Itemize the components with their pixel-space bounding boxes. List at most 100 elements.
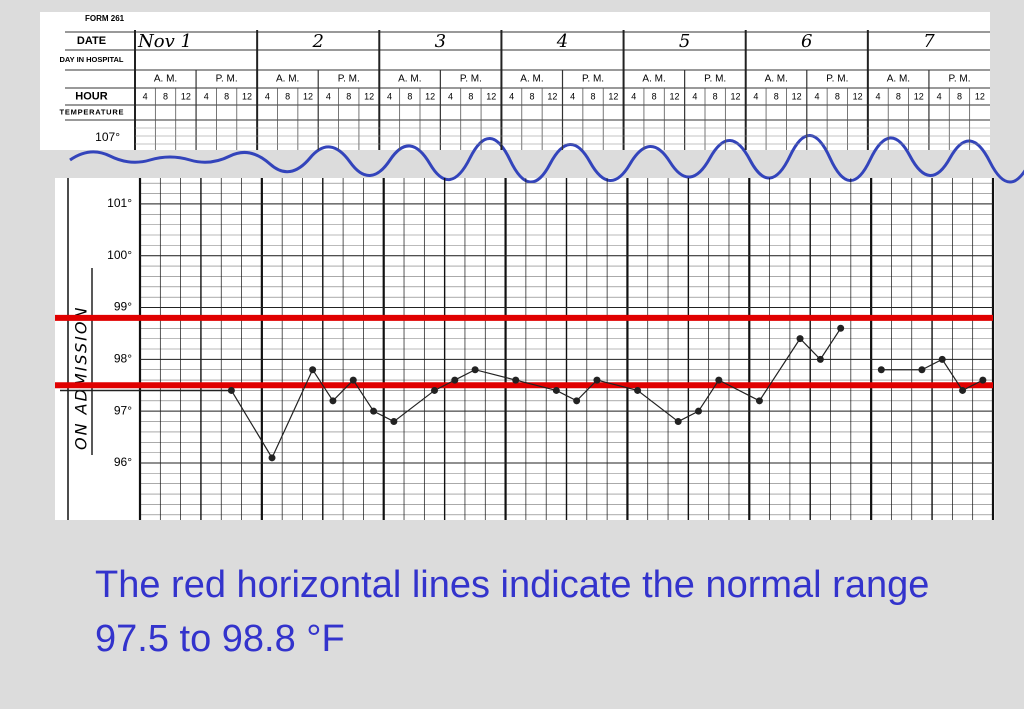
- temperature-point: [309, 366, 317, 374]
- temperature-point: [634, 386, 642, 394]
- period: P. M.: [948, 74, 970, 85]
- hour: 12: [364, 91, 374, 101]
- hour: 12: [425, 91, 435, 101]
- period: P. M.: [216, 74, 238, 85]
- hour: 12: [181, 91, 191, 101]
- y-tick-label: 98°: [114, 352, 132, 366]
- period: A. M.: [154, 74, 177, 85]
- temperature-point: [715, 376, 723, 384]
- period: P. M.: [460, 74, 482, 85]
- hour: 8: [529, 91, 534, 101]
- hour: 12: [669, 91, 679, 101]
- hour: 8: [835, 91, 840, 101]
- temperature-point: [451, 376, 459, 384]
- form-header: [40, 12, 990, 150]
- temperature-point: [837, 324, 845, 332]
- hour: 4: [814, 91, 819, 101]
- date: Nov 1: [137, 31, 192, 52]
- hour: 8: [896, 91, 901, 101]
- y-tick-label: 97°: [114, 403, 132, 417]
- temperature-point: [816, 355, 824, 363]
- period: P. M.: [826, 74, 848, 85]
- hour: 12: [731, 91, 741, 101]
- hour: 12: [486, 91, 496, 101]
- period: A. M.: [520, 74, 543, 85]
- period: A. M.: [276, 74, 299, 85]
- hour: 4: [570, 91, 575, 101]
- period: A. M.: [887, 74, 910, 85]
- y-tick-label: 100°: [107, 248, 132, 262]
- row-label: TEMPERATURE: [60, 107, 124, 116]
- row-label: DATE: [77, 35, 106, 47]
- hour: 8: [713, 91, 718, 101]
- break-wave: [69, 134, 1024, 184]
- hour: 12: [303, 91, 313, 101]
- hour: 4: [509, 91, 514, 101]
- y-tick-label: 96°: [114, 455, 132, 469]
- hour: 4: [326, 91, 331, 101]
- period: P. M.: [582, 74, 604, 85]
- date: 4: [556, 31, 568, 52]
- hour: 12: [975, 91, 985, 101]
- row-label: HOUR: [75, 90, 107, 102]
- y-tick-label: 101°: [107, 196, 132, 210]
- date: 6: [801, 31, 812, 52]
- hour: 8: [285, 91, 290, 101]
- temperature-point: [695, 407, 703, 415]
- caption: The red horizontal lines indicate the no…: [95, 564, 930, 660]
- hour: 4: [692, 91, 697, 101]
- hour: 4: [265, 91, 270, 101]
- form-number: FORM 261: [85, 14, 125, 23]
- date: 5: [679, 31, 690, 52]
- temperature-point: [755, 397, 763, 405]
- temperature-point: [918, 366, 926, 374]
- period: P. M.: [338, 74, 360, 85]
- hour: 12: [242, 91, 252, 101]
- temperature-line: [230, 327, 842, 460]
- period: A. M.: [642, 74, 665, 85]
- temperature-point: [674, 418, 682, 426]
- row-label: 107°: [95, 130, 120, 144]
- temperature-point: [370, 407, 378, 415]
- hour: 4: [937, 91, 942, 101]
- temperature-point: [268, 454, 276, 462]
- period: A. M.: [398, 74, 421, 85]
- hour: 12: [547, 91, 557, 101]
- temperature-point: [552, 386, 560, 394]
- period: A. M.: [765, 74, 788, 85]
- hour: 8: [224, 91, 229, 101]
- hour: 12: [792, 91, 802, 101]
- hour: 8: [652, 91, 657, 101]
- hour: 8: [957, 91, 962, 101]
- hour: 4: [204, 91, 209, 101]
- temperature-point: [796, 335, 804, 343]
- temperature-point: [573, 397, 581, 405]
- hour: 4: [631, 91, 636, 101]
- hour: 8: [468, 91, 473, 101]
- temperature-point: [512, 376, 520, 384]
- date: 7: [923, 31, 935, 52]
- row-label: DAY IN HOSPITAL: [60, 55, 124, 64]
- hour: 4: [753, 91, 758, 101]
- hour: 8: [407, 91, 412, 101]
- temperature-point: [227, 386, 235, 394]
- temperature-point: [877, 366, 885, 374]
- hour: 4: [448, 91, 453, 101]
- hour: 8: [163, 91, 168, 101]
- hour: 12: [608, 91, 618, 101]
- temperature-point: [593, 376, 601, 384]
- hour: 4: [387, 91, 392, 101]
- temperature-point: [430, 386, 438, 394]
- temperature-point: [349, 376, 357, 384]
- temperature-point: [471, 366, 479, 374]
- hour: 12: [914, 91, 924, 101]
- temperature-point: [329, 397, 337, 405]
- hour: 8: [774, 91, 779, 101]
- temperature-point: [938, 355, 946, 363]
- y-tick-label: 99°: [114, 300, 132, 314]
- hour: 4: [876, 91, 881, 101]
- hour: 8: [346, 91, 351, 101]
- temperature-point: [979, 376, 987, 384]
